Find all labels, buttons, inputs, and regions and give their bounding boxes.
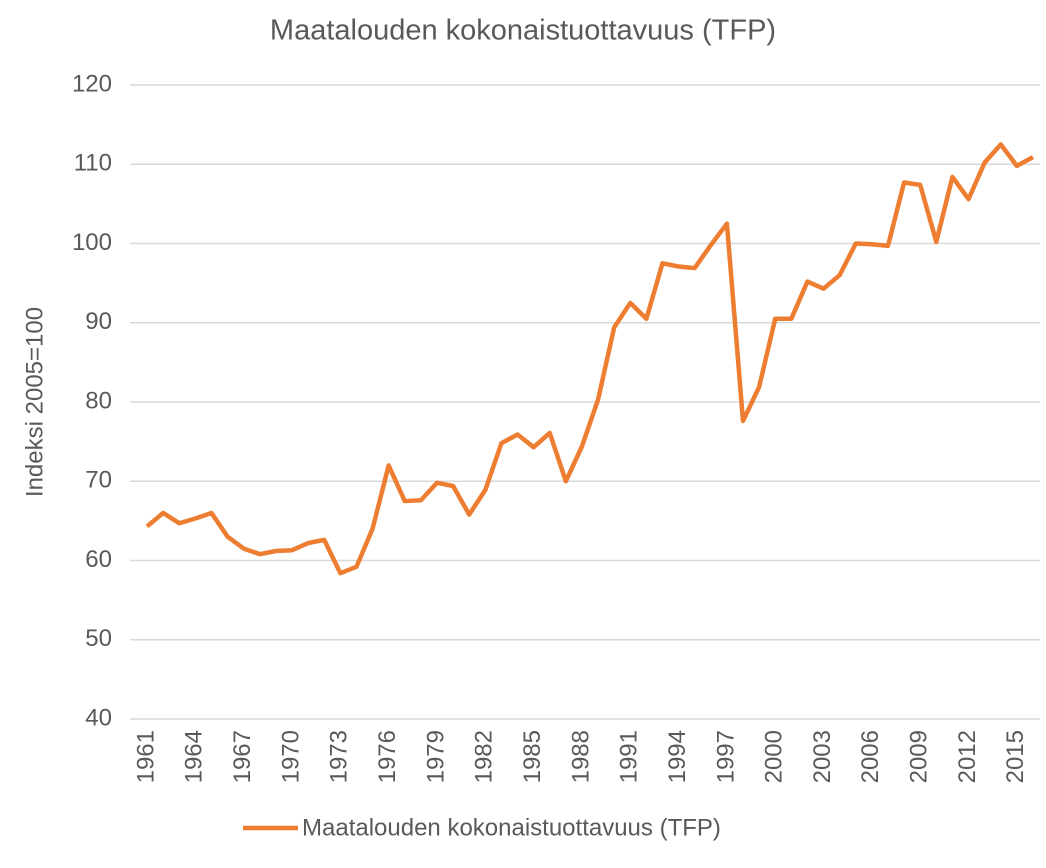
x-tick-label: 1973: [326, 730, 353, 783]
y-tick-label: 80: [85, 387, 112, 414]
x-tick-label: 1964: [181, 730, 208, 783]
x-tick-label: 1988: [567, 730, 594, 783]
x-tick-label: 2009: [906, 730, 933, 783]
x-tick-label: 1967: [229, 730, 256, 783]
y-tick-label: 50: [85, 625, 112, 652]
x-tick-label: 1985: [519, 730, 546, 783]
x-tick-label: 2015: [1002, 730, 1029, 783]
y-tick-label: 40: [85, 704, 112, 731]
legend-label: Maatalouden kokonaistuottavuus (TFP): [302, 814, 721, 841]
x-tick-label: 2012: [954, 730, 981, 783]
x-tick-label: 1991: [616, 730, 643, 783]
y-tick-label: 120: [72, 70, 112, 97]
y-axis-title: Indeksi 2005=100: [21, 307, 48, 497]
data-line: [145, 142, 1035, 576]
x-tick-label: 1979: [422, 730, 449, 783]
x-tick-label: 1970: [277, 730, 304, 783]
x-tick-label: 1961: [132, 730, 159, 783]
x-tick-label: 2006: [857, 730, 884, 783]
y-tick-label: 70: [85, 467, 112, 494]
x-tick-label: 1976: [374, 730, 401, 783]
x-tick-label: 2000: [761, 730, 788, 783]
y-tick-label: 100: [72, 229, 112, 256]
x-tick-label: 2003: [809, 730, 836, 783]
x-tick-label: 1994: [664, 730, 691, 783]
x-tick-label: 1982: [471, 730, 498, 783]
y-tick-label: 110: [74, 150, 112, 177]
x-tick-label: 1997: [712, 730, 739, 783]
chart-title: Maatalouden kokonaistuottavuus (TFP): [270, 15, 776, 47]
y-tick-label: 90: [85, 308, 112, 335]
y-tick-label: 60: [85, 546, 112, 573]
